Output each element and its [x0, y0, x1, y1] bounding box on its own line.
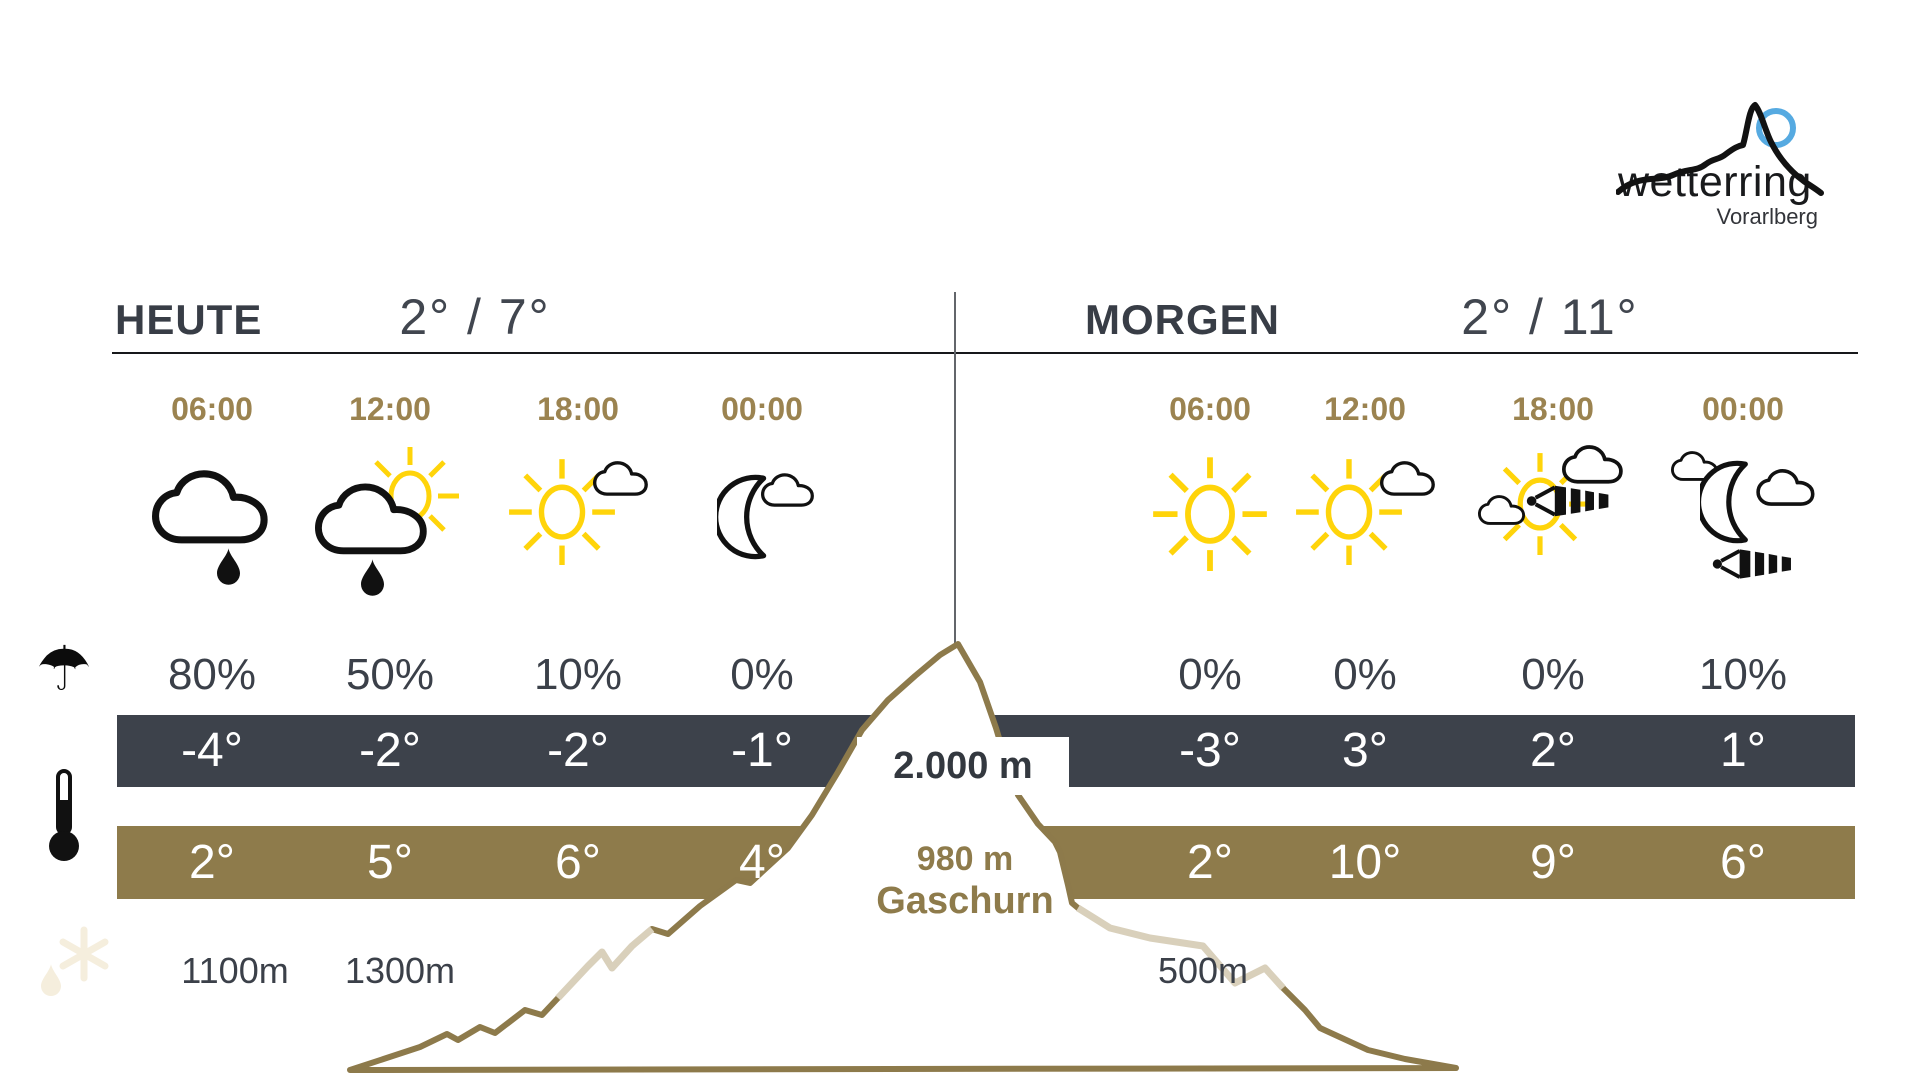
- temp-2000m: -2°: [359, 724, 421, 777]
- today-minmax: 2° / 7°: [399, 289, 551, 345]
- precip-value: 10%: [533, 650, 623, 699]
- temp-valley: 6°: [555, 836, 601, 889]
- snowline-left-segment: [555, 926, 655, 1001]
- tomorrow-minmax: 2° / 11°: [1461, 289, 1639, 345]
- precip-value: 0%: [1178, 650, 1242, 699]
- elevation-2000m-label: 2.000 m: [857, 737, 1069, 795]
- forecast-column: 06:00 0% -3° 2°: [1130, 390, 1290, 920]
- umbrella-icon: ☂: [36, 632, 92, 705]
- temp-2000m: -1°: [731, 724, 793, 777]
- precip-value: 50%: [345, 650, 435, 699]
- temp-2000m: -4°: [181, 724, 243, 777]
- precip-value: 80%: [167, 650, 257, 699]
- logo-region-text: Vorarlberg: [1716, 204, 1818, 229]
- temp-valley: 2°: [189, 836, 235, 889]
- precip-value: 0%: [1521, 650, 1585, 699]
- snowline-tomorrow-1: 500m: [1157, 950, 1249, 991]
- temp-2000m: 2°: [1530, 724, 1576, 777]
- temp-2000m: -3°: [1179, 724, 1241, 777]
- header-rule: [112, 352, 1858, 354]
- forecast-column: 06:00 80% -4° 2°: [132, 390, 292, 920]
- time-label: 06:00: [1169, 391, 1251, 427]
- today-label: HEUTE: [115, 296, 263, 343]
- sun-cloud-icon: [1290, 445, 1435, 603]
- day-divider: [954, 292, 956, 644]
- time-label: 18:00: [537, 391, 619, 427]
- precip-value: 10%: [1698, 650, 1788, 699]
- sun-cloud-icon: [503, 445, 648, 603]
- forecast-column: 00:00 0% -1° 4°: [682, 390, 842, 920]
- cloud-rain-icon: [137, 445, 287, 585]
- snowline-today-2: 1300m: [344, 950, 456, 991]
- forecast-column: 18:00 10% -2° 6°: [498, 390, 658, 920]
- temp-2000m: 3°: [1342, 724, 1388, 777]
- temp-2000m: 1°: [1720, 724, 1766, 777]
- tomorrow-label: MORGEN: [1085, 296, 1280, 343]
- time-label: 18:00: [1512, 391, 1594, 427]
- precip-value: 0%: [730, 650, 794, 699]
- valley-name-label: Gaschurn: [876, 880, 1054, 922]
- time-label: 00:00: [1702, 391, 1784, 427]
- thermometer-icon: [49, 769, 79, 861]
- precip-value: 0%: [1333, 650, 1397, 699]
- wetterring-logo-mountain: [1616, 102, 1824, 196]
- sun-cloud-rain-icon: [315, 445, 465, 596]
- temp-2000m: -2°: [547, 724, 609, 777]
- time-label: 12:00: [349, 391, 431, 427]
- moon-cloud-icon: [687, 473, 814, 603]
- time-label: 12:00: [1324, 391, 1406, 427]
- sleet-icon: [41, 926, 109, 996]
- temp-valley: 9°: [1530, 836, 1576, 889]
- temp-valley: 2°: [1187, 836, 1233, 889]
- forecast-column: 00:00 10% 1° 6°: [1663, 390, 1823, 920]
- temp-valley: 4°: [739, 836, 785, 889]
- valley-elevation-label: 980 m: [916, 840, 1014, 878]
- sun-icon: [1135, 445, 1285, 603]
- time-label: 00:00: [721, 391, 803, 427]
- temp-valley: 5°: [367, 836, 413, 889]
- time-label: 06:00: [171, 391, 253, 427]
- temp-valley: 6°: [1720, 836, 1766, 889]
- forecast-column: 18:00 0% 2° 9°: [1473, 390, 1633, 920]
- forecast-column: 12:00 50% -2° 5°: [310, 390, 470, 920]
- temp-valley: 10°: [1328, 836, 1402, 889]
- moon-cloud-wind-icon: [1671, 451, 1815, 581]
- snowline-today-1: 1100m: [181, 950, 289, 991]
- forecast-column: 12:00 0% 3° 10°: [1285, 390, 1445, 920]
- logo-sun-icon: [1756, 108, 1796, 148]
- sun-cloud-wind-icon: [1478, 445, 1623, 603]
